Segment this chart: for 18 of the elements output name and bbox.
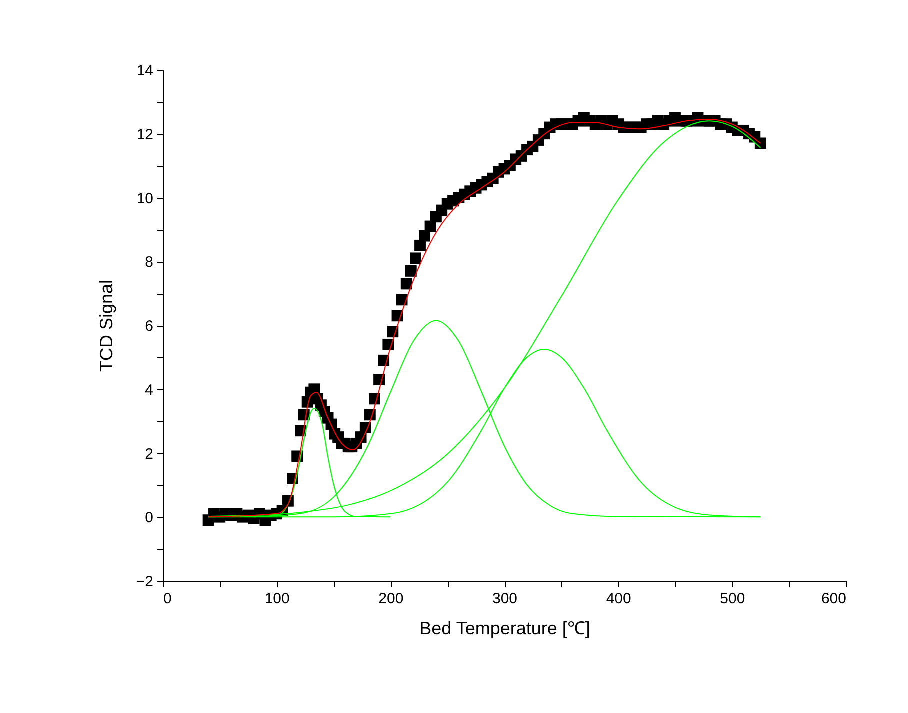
y-tick-label: 2 xyxy=(145,446,154,463)
y-tick-label: 8 xyxy=(145,254,154,272)
y-tick-label: 12 xyxy=(136,126,154,144)
x-tick-label: 600 xyxy=(821,590,846,608)
y-tick-label: 0 xyxy=(145,510,154,527)
y-tick-label: 6 xyxy=(145,318,154,335)
x-tick-label: 0 xyxy=(164,590,172,608)
x-axis-title: Bed Temperature [℃] xyxy=(420,618,590,638)
y-tick-label: 4 xyxy=(145,382,154,399)
y-tick-label: 14 xyxy=(136,62,154,80)
x-tick-label: 200 xyxy=(378,590,404,608)
x-tick-label: 300 xyxy=(492,590,518,608)
y-tick-label: −2 xyxy=(136,574,154,590)
y-tick-label: 10 xyxy=(136,190,154,208)
x-tick-label: 100 xyxy=(264,590,290,608)
x-tick-label: 500 xyxy=(720,590,746,608)
y-axis-title: TCD Signal xyxy=(96,280,116,372)
x-tick-label: 400 xyxy=(606,590,632,608)
